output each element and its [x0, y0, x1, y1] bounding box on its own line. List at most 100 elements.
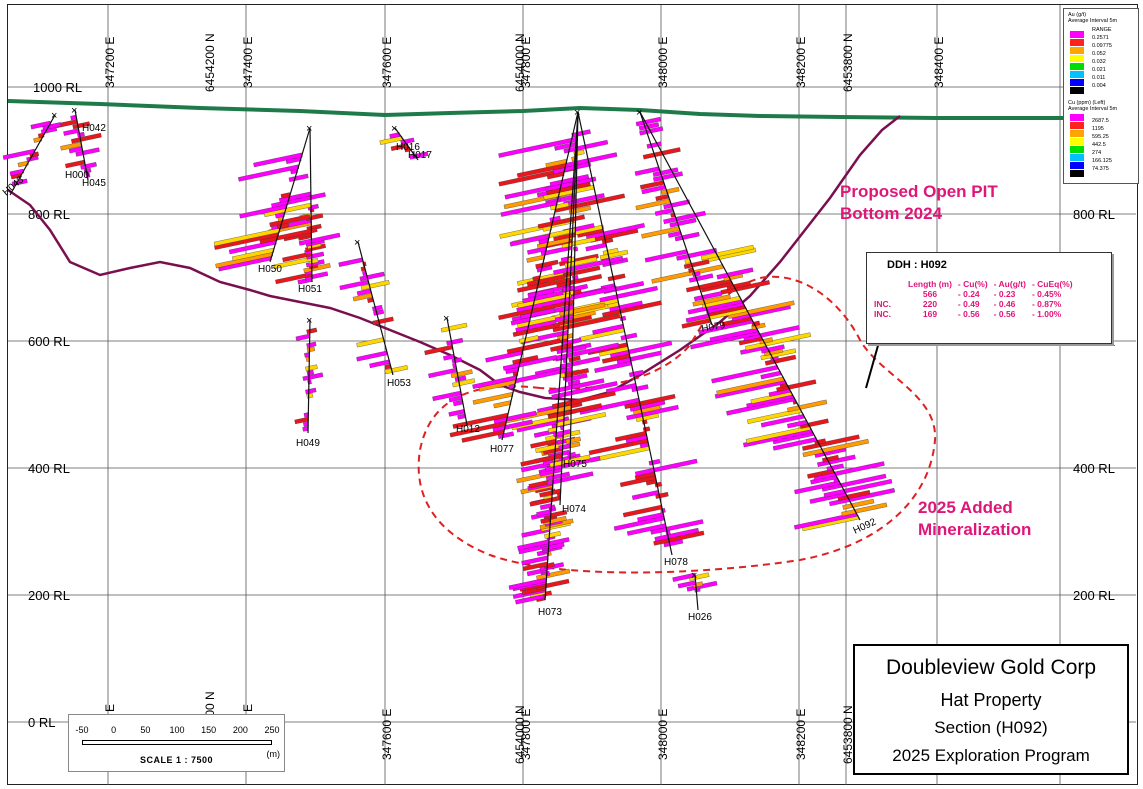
collar-marker: × [443, 313, 449, 325]
coord-top-348400e: 348400 E [932, 37, 946, 88]
assay-bar [535, 259, 559, 269]
scale-bar-box: -50 0 50 100 150 200 250 (m) SCALE 1 : 7500 [68, 714, 285, 772]
assay-bar [683, 259, 710, 269]
scale-tick-label: 50 [140, 725, 151, 735]
assay-bar [526, 274, 566, 287]
assay-bar [555, 412, 607, 427]
legend-au-swatch [1070, 31, 1084, 38]
assay-bar [561, 236, 596, 249]
coord-top-6454200n: 6454200 N [203, 33, 217, 92]
mineralization-outline [417, 275, 937, 574]
assay-bar [384, 365, 409, 375]
assay-bar [72, 121, 91, 130]
assay-bar [764, 354, 797, 366]
assay-bar [360, 280, 390, 291]
legend-au-swatch [1070, 87, 1084, 94]
assay-bar [536, 237, 571, 249]
assay-bar [307, 379, 312, 385]
assay-bar [635, 116, 662, 127]
assay-bar [609, 300, 643, 312]
assay-bar [700, 244, 754, 261]
trace-h077 [501, 111, 579, 441]
assay-bar [552, 161, 592, 175]
collar-marker: × [51, 110, 57, 122]
assay-bar [567, 379, 581, 387]
assay-bar [842, 498, 875, 510]
collar-marker: × [391, 123, 397, 135]
trace-h073 [544, 111, 579, 601]
assay-bar [594, 360, 632, 373]
trace-h078 [577, 111, 673, 556]
ddh-row-length: 169 [922, 309, 938, 319]
assay-bar [400, 137, 415, 145]
assay-bar [305, 251, 325, 260]
assay-bar [450, 369, 473, 379]
collar-marker: × [354, 237, 360, 249]
hole-label-h049: H049 [296, 438, 320, 449]
pit-annotation-line2: Bottom 2024 [840, 204, 943, 223]
assay-bar [536, 568, 571, 581]
title-company: Doubleview Gold Corp [885, 656, 1097, 679]
assay-bar [568, 355, 581, 363]
ddh-row: 566 - 0.24 - 0.23 - 0.45% [871, 289, 1076, 299]
trace-h026 [694, 574, 699, 611]
collar-marker: × [71, 105, 77, 117]
assay-bar [373, 309, 385, 316]
hole-label-h053: H053 [387, 378, 411, 389]
assay-bar [544, 531, 561, 539]
collar-marker: × [636, 107, 642, 119]
assay-bar [356, 350, 388, 362]
rl-label-400: 400 RL [28, 461, 70, 476]
assay-bar [304, 271, 329, 281]
assay-bar [80, 162, 97, 170]
ddh-header-cueq: - CuEq(%) [1031, 279, 1073, 289]
ddh-header-au: - Au(g/t) [993, 279, 1026, 289]
assay-bar [493, 400, 512, 409]
assay-bar [787, 399, 828, 413]
hole-label-h073: H073 [538, 607, 562, 618]
rl-label-right-800: 800 RL [1073, 207, 1115, 222]
coord-bottom-6454000n: 6454000 N [513, 705, 527, 764]
assay-bar [359, 271, 385, 282]
assay-bar [653, 171, 683, 182]
assay-bar [802, 438, 869, 458]
hole-label-h050: H050 [258, 264, 282, 275]
legend-au-header: RANGE [1092, 27, 1112, 33]
assay-bar [298, 232, 341, 246]
assay-bar [669, 217, 697, 228]
legend-au-value: 0.011 [1092, 75, 1106, 81]
ddh-row-label [871, 289, 905, 299]
assay-bar [760, 344, 785, 354]
legend-cu-swatch [1070, 138, 1084, 145]
title-section: Section (H092) [934, 718, 1048, 737]
rl-label-1000: 1000 RL [33, 80, 82, 95]
assay-bar [727, 300, 795, 319]
assay-bar [610, 340, 673, 358]
hole-label-h051: H051 [298, 284, 322, 295]
rl-label-0: 0 RL [28, 715, 55, 730]
assay-bar [826, 463, 844, 472]
assay-bar [457, 413, 466, 420]
assay-bar [356, 337, 385, 348]
coord-top-347600e: 347600 E [380, 37, 394, 88]
legend-au-value: 0.09775 [1092, 43, 1112, 49]
scale-tick-label: 200 [232, 725, 248, 735]
scale-tick-label: 0 [111, 725, 117, 735]
assay-legend: Au (g/t) Average Interval 5m RANGE 0.257… [1063, 8, 1139, 184]
trace-h079 [639, 111, 713, 326]
assay-bar [518, 335, 539, 344]
legend-cu-value: 2687.5 [1092, 118, 1109, 124]
scale-tick-label: -50 [75, 725, 89, 735]
assay-bar [823, 479, 893, 498]
coord-top-348200e: 348200 E [794, 37, 808, 88]
legend-au-value: 0.021 [1092, 67, 1106, 73]
ddh-row-cueq: - 0.45% [1031, 289, 1062, 299]
coord-top-348000e: 348000 E [656, 37, 670, 88]
coord-bottom-6453800n: 6453800 N [841, 705, 855, 764]
legend-cu-swatch [1070, 170, 1084, 177]
ddh-title: DDH : H092 [887, 259, 947, 271]
mineralization-annotation-line2: Mineralization [918, 520, 1031, 539]
coord-top-347800e: 347800 E [519, 37, 533, 88]
legend-au-swatch [1070, 79, 1084, 86]
